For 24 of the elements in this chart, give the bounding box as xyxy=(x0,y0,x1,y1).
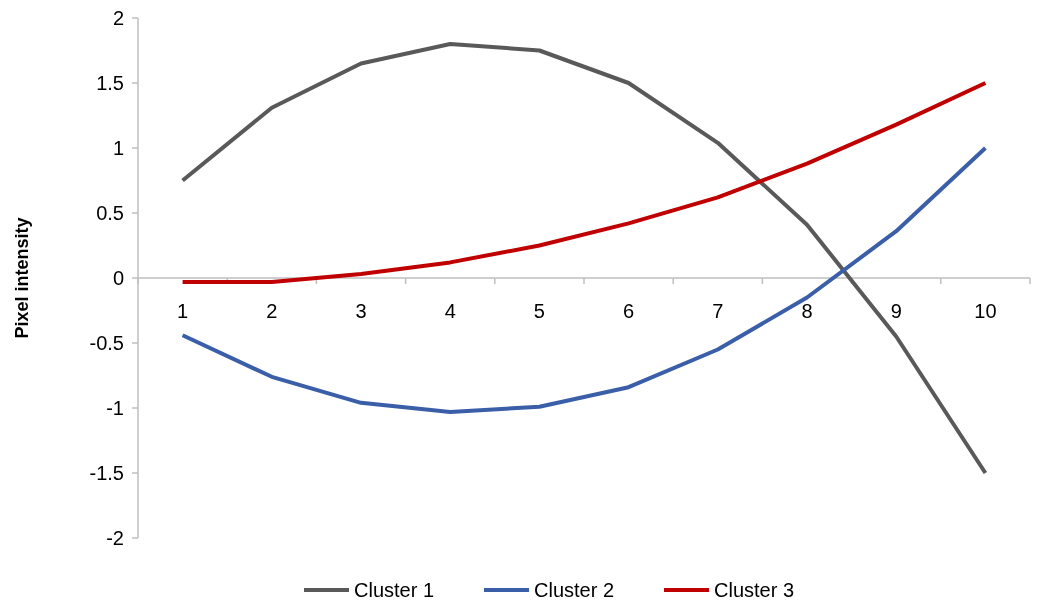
line-series xyxy=(180,81,988,284)
x-tick-label: 8 xyxy=(801,300,813,322)
y-tick-label: -2 xyxy=(106,527,124,549)
y-tick-label: 2 xyxy=(112,7,124,29)
y-tick-label: 1.5 xyxy=(96,72,124,94)
x-tick-label: 5 xyxy=(533,300,545,322)
legend-label: Cluster 1 xyxy=(354,579,435,601)
legend-label: Cluster 2 xyxy=(534,579,615,601)
x-tick-label: 10 xyxy=(974,300,997,322)
y-axis-title: Pixel intensity xyxy=(12,217,32,339)
y-tick-label: 0 xyxy=(112,267,124,289)
x-tick-label: 6 xyxy=(623,300,635,322)
y-tick-label: -0.5 xyxy=(89,332,124,354)
y-tick-label: 0.5 xyxy=(96,202,124,224)
x-tick-label: 7 xyxy=(712,300,724,322)
legend-label: Cluster 3 xyxy=(714,579,795,601)
y-tick-label: 1 xyxy=(112,137,124,159)
y-tick-label: -1 xyxy=(106,397,124,419)
y-tick-label: -1.5 xyxy=(89,462,124,484)
x-tick-label: 2 xyxy=(266,300,278,322)
x-tick-label: 4 xyxy=(444,300,456,322)
x-tick-label: 3 xyxy=(355,300,367,322)
x-tick-label: 1 xyxy=(177,300,189,322)
x-tick-label: 9 xyxy=(890,300,902,322)
